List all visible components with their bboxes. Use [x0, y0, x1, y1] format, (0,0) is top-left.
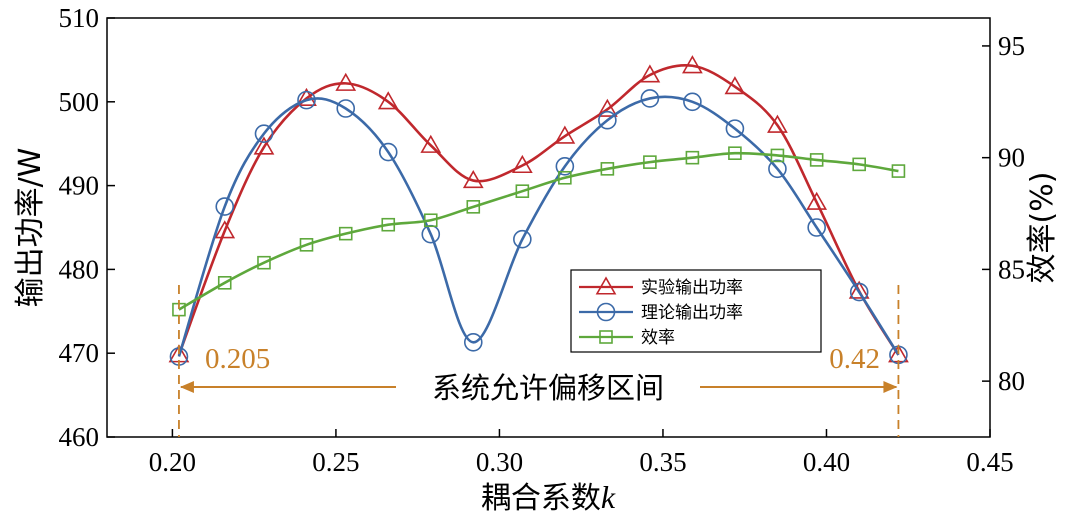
square-point — [423, 213, 438, 228]
triangle-point — [296, 87, 317, 106]
triangle-point — [767, 114, 788, 133]
y-tick-label: 460 — [59, 422, 100, 452]
series-line-triangle — [177, 64, 900, 356]
triangle-point — [335, 72, 357, 91]
triangle-point — [420, 134, 442, 153]
triangle-point — [377, 91, 399, 110]
y2-tick-label: 80 — [998, 366, 1025, 396]
range-arrowhead-left — [179, 381, 194, 393]
triangle-point — [596, 98, 618, 117]
left-bound-label: 0.205 — [205, 343, 270, 375]
x-axis-title-var: k — [601, 479, 616, 515]
triangle-point — [462, 169, 484, 189]
x-tick-label: 0.40 — [803, 447, 850, 477]
x-tick-label: 0.20 — [149, 447, 196, 477]
legend-item: 理论输出功率 — [579, 302, 743, 323]
triangle-point — [682, 55, 703, 74]
circle-point — [768, 159, 787, 179]
square-point — [217, 276, 232, 290]
square-point — [257, 255, 271, 270]
circle-point — [598, 110, 617, 130]
triangle-point — [214, 220, 236, 239]
series-circle — [169, 89, 908, 366]
triangle-point — [639, 64, 661, 83]
right-bound-label: 0.42 — [829, 343, 880, 375]
triangle-point — [724, 76, 746, 95]
square-point — [466, 200, 481, 214]
y2-tick-label: 90 — [998, 143, 1025, 173]
circle-point — [297, 90, 316, 110]
series-square — [172, 146, 906, 317]
legend-item: 实验输出功率 — [579, 276, 743, 298]
square-point — [891, 164, 906, 178]
x-tick-label: 0.35 — [639, 447, 686, 477]
axis-titles: 耦合系数k 输出功率/W 效率(%) — [13, 148, 1060, 516]
square-point — [558, 170, 572, 185]
circle-point — [336, 99, 356, 118]
circle-point — [849, 282, 869, 302]
y-tick-label: 500 — [59, 87, 100, 117]
range-arrowhead-right — [883, 381, 898, 393]
square-point — [338, 226, 353, 241]
legend-marker-square — [599, 330, 613, 344]
triangle-point — [253, 136, 275, 155]
legend-label: 效率 — [641, 328, 675, 348]
square-point — [299, 238, 314, 252]
legend-label: 理论输出功率 — [641, 303, 743, 323]
triangle-point — [511, 154, 533, 174]
square-point — [643, 155, 657, 169]
x-tick-label: 0.25 — [312, 447, 359, 477]
plot-frame — [106, 17, 991, 438]
y2-tick-label: 85 — [998, 254, 1025, 284]
circle-point — [254, 124, 274, 143]
circle-point — [463, 333, 483, 352]
square-point — [770, 148, 785, 163]
y-tick-label: 510 — [59, 3, 100, 33]
legend-marker-circle — [596, 302, 616, 322]
y-tick-label: 480 — [59, 254, 100, 284]
x-axis-title: 耦合系数k — [481, 479, 616, 516]
square-point — [685, 150, 700, 165]
circle-point — [725, 119, 745, 138]
square-point — [728, 146, 742, 160]
triangle-point — [554, 125, 576, 144]
square-point — [600, 162, 615, 176]
circle-point — [513, 229, 532, 249]
x-tick-label: 0.45 — [966, 447, 1013, 477]
circle-point — [683, 92, 702, 112]
x-tick-label: 0.30 — [476, 447, 523, 477]
square-point — [809, 153, 824, 167]
range-label: 系统允许偏移区间 — [432, 371, 664, 405]
y-tick-label: 470 — [59, 338, 100, 368]
series-layer — [168, 55, 909, 366]
triangle-point — [806, 191, 828, 210]
circle-point — [378, 142, 398, 162]
legend-marker-triangle — [595, 276, 617, 295]
legend-item: 效率 — [579, 328, 675, 348]
y-axis-title: 输出功率/W — [13, 148, 48, 308]
y2-tick-label: 95 — [998, 31, 1025, 61]
y-tick-label: 490 — [59, 171, 100, 201]
square-point — [381, 217, 396, 232]
y2-axis-title: 效率(%) — [1025, 172, 1060, 284]
series-line-circle — [177, 95, 900, 357]
circle-point — [215, 197, 235, 216]
circle-point — [807, 218, 826, 237]
legend-label: 实验输出功率 — [641, 278, 743, 298]
square-point — [852, 157, 866, 172]
series-triangle — [168, 55, 909, 363]
circle-point — [555, 157, 575, 176]
axes: 0.20 0.25 0.30 0.35 0.40 0.45 460 470 480 490 500 5… — [59, 3, 1026, 477]
square-point — [515, 184, 530, 198]
circle-point — [640, 89, 660, 108]
x-axis-title-text: 耦合系数 — [481, 481, 601, 516]
series-line-square — [178, 151, 899, 311]
annotation-layer: 系统允许偏移区间 0.205 0.42 — [178, 285, 900, 437]
triangle-point — [848, 280, 870, 299]
